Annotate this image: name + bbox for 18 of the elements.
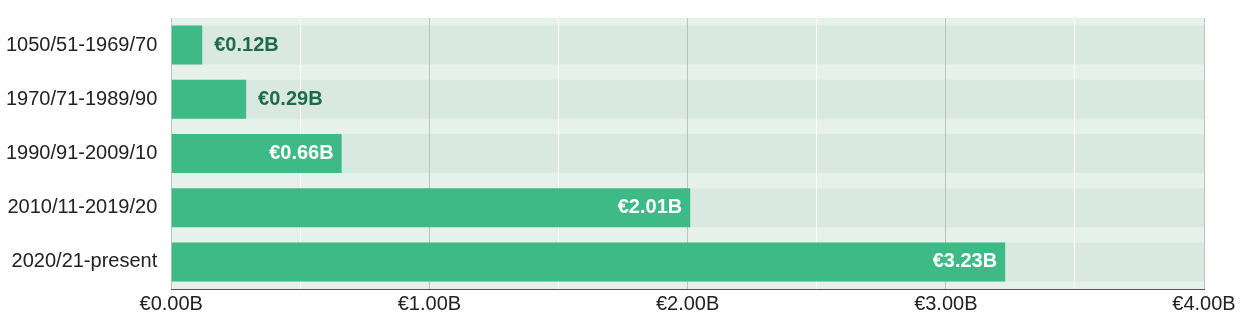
data-label: €3.23B: [932, 249, 998, 272]
y-tick-label: 1970/71-1989/90: [6, 86, 158, 109]
data-label: €2.01B: [617, 195, 683, 218]
bar: [171, 79, 247, 119]
data-label: €0.29B: [258, 86, 323, 109]
x-tick-label: €0.00B: [139, 291, 203, 314]
y-tick-label: 2020/21-present: [11, 249, 158, 272]
x-tick-label: €1.00B: [397, 291, 462, 314]
y-tick-label: 1990/91-2009/10: [6, 141, 158, 164]
data-label: €0.12B: [214, 32, 279, 55]
data-label: €0.66B: [269, 141, 334, 164]
y-tick-label: 2010/11-2019/20: [7, 195, 158, 218]
x-tick-label: €4.00B: [1172, 291, 1236, 314]
x-tick-label: €2.00B: [655, 291, 720, 314]
y-tick-label: 1050/51-1969/70: [6, 32, 158, 55]
bar: [171, 133, 342, 174]
bar: [171, 25, 203, 65]
x-tick-label: €3.00B: [914, 291, 978, 314]
